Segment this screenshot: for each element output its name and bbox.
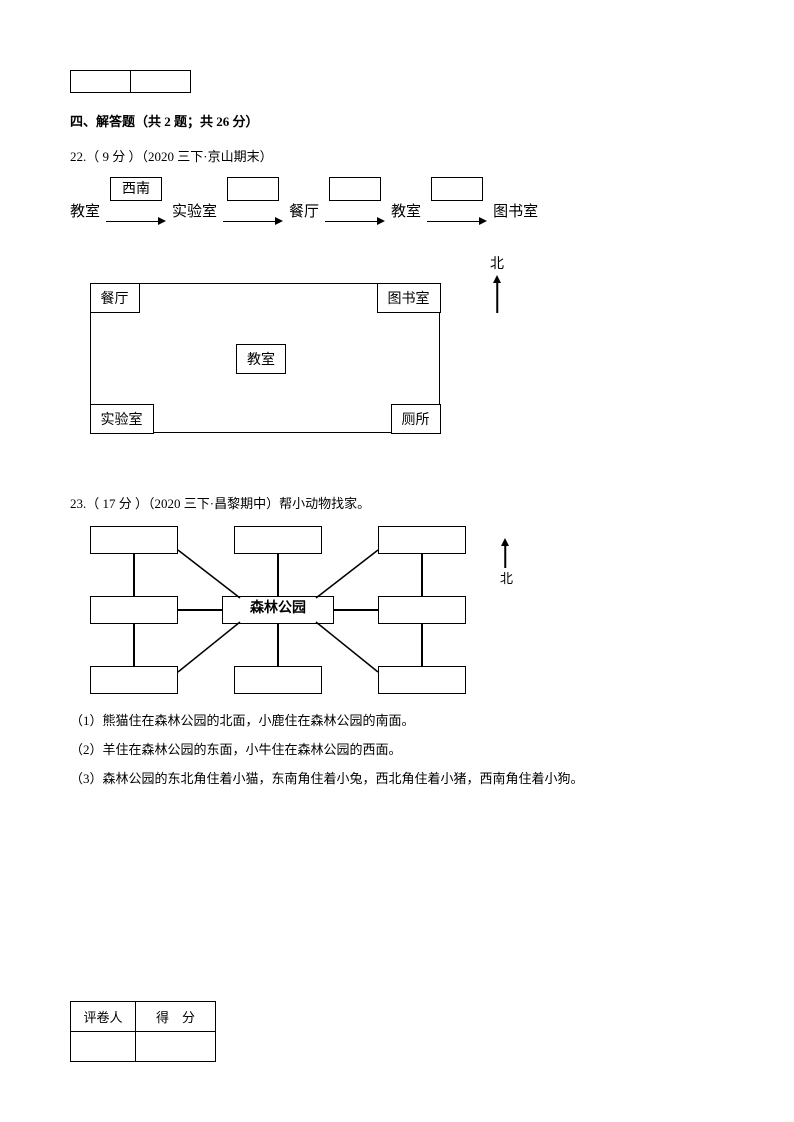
north-arrow-icon bbox=[492, 275, 502, 313]
q22-fillbox-4[interactable] bbox=[431, 177, 483, 201]
q23-edges-svg bbox=[70, 526, 490, 694]
room-top-left: 餐厅 bbox=[90, 283, 140, 313]
score-col-1: 评卷人 bbox=[71, 1002, 136, 1032]
q22-line: 22.（ 9 分 ）（2020 三下·京山期末） bbox=[70, 146, 724, 165]
north-label: 北 bbox=[490, 253, 504, 273]
north-indicator: 北 bbox=[500, 536, 513, 587]
q22-fillbox-2[interactable] bbox=[227, 177, 279, 201]
q22-flow-label-5: 图书室 bbox=[493, 200, 538, 221]
q22-map: 北 餐厅 图书室 教室 实验室 厕所 bbox=[70, 263, 530, 443]
q22-flow-label-4: 教室 bbox=[391, 200, 421, 221]
room-center: 教室 bbox=[236, 344, 286, 374]
arrow-icon bbox=[325, 201, 385, 241]
q23-line: 23.（ 17 分 ）（2020 三下·昌黎期中）帮小动物找家。 bbox=[70, 493, 724, 512]
q22-fillbox-1[interactable]: 西南 bbox=[110, 177, 162, 201]
room-bottom-left: 实验室 bbox=[90, 404, 154, 434]
north-label: 北 bbox=[500, 571, 513, 586]
q22-fillbox-3[interactable] bbox=[329, 177, 381, 201]
score-col-2: 得 分 bbox=[136, 1002, 216, 1032]
room-top-right: 图书室 bbox=[377, 283, 441, 313]
section-4-title: 四、解答题（共 2 题；共 26 分） bbox=[70, 111, 724, 130]
blank-cell bbox=[131, 71, 191, 93]
room-bottom-right: 厕所 bbox=[391, 404, 441, 434]
q23-diagram: 北 森林公园 bbox=[70, 526, 490, 694]
q22-flow-label-3: 餐厅 bbox=[289, 200, 319, 221]
north-arrow-icon bbox=[500, 538, 510, 568]
top-blank-table bbox=[70, 70, 191, 93]
score-cell[interactable] bbox=[136, 1032, 216, 1062]
blank-cell bbox=[71, 71, 131, 93]
north-indicator: 北 bbox=[490, 253, 504, 313]
arrow-icon bbox=[427, 201, 487, 241]
q23-sub-2: （2）羊住在森林公园的东面，小牛住在森林公园的西面。 bbox=[70, 739, 724, 758]
q23-sub-3: （3）森林公园的东北角住着小猫，东南角住着小兔，西北角住着小猪，西南角住着小狗。 bbox=[70, 768, 724, 787]
q22-map-frame: 餐厅 图书室 教室 实验室 厕所 bbox=[90, 283, 440, 433]
q22-flow: 教室 西南 实验室 餐厅 教室 图书室 bbox=[70, 177, 724, 243]
score-table: 评卷人 得 分 bbox=[70, 1001, 216, 1062]
q22-flow-label-1: 教室 bbox=[70, 200, 100, 221]
q23-sub-1: （1）熊猫住在森林公园的北面，小鹿住在森林公园的南面。 bbox=[70, 710, 724, 729]
q22-flow-label-2: 实验室 bbox=[172, 200, 217, 221]
score-cell[interactable] bbox=[71, 1032, 136, 1062]
arrow-icon bbox=[223, 201, 283, 241]
arrow-icon bbox=[106, 201, 166, 241]
